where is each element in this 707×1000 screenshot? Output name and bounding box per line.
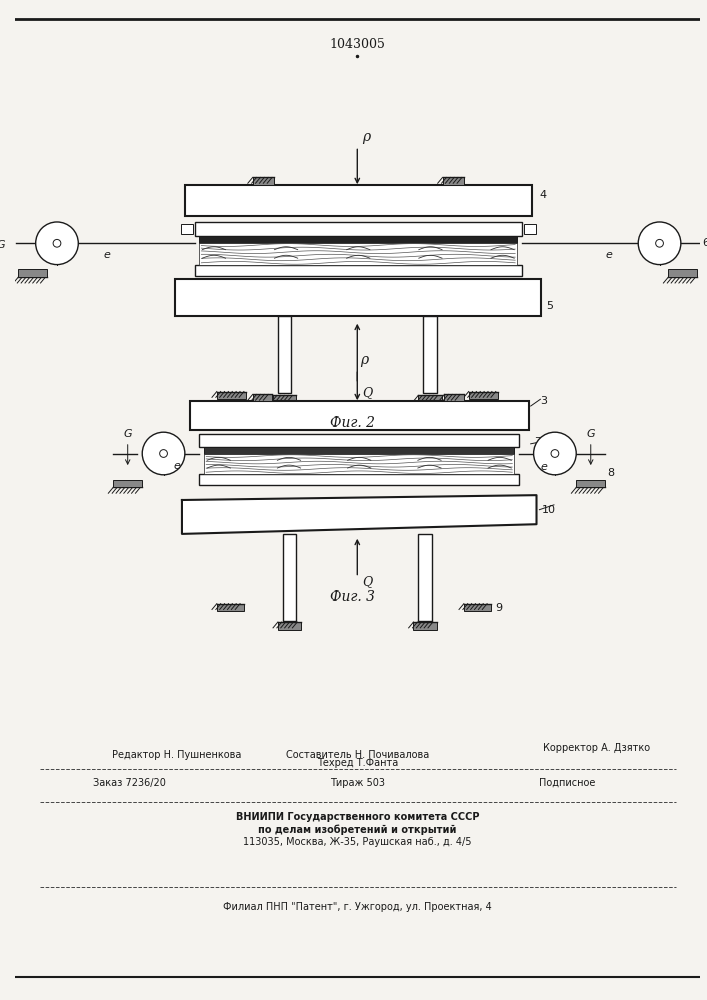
Bar: [113, 480, 142, 487]
Bar: [175, 279, 542, 316]
Text: G: G: [586, 429, 595, 439]
Text: 8: 8: [607, 468, 614, 478]
Text: Q: Q: [362, 386, 373, 399]
Bar: [423, 316, 437, 393]
Bar: [273, 395, 296, 403]
Circle shape: [35, 222, 78, 265]
Text: ρ: ρ: [362, 130, 370, 144]
Bar: [278, 622, 301, 630]
Text: Корректор А. Дзятко: Корректор А. Дзятко: [543, 743, 650, 753]
Polygon shape: [182, 495, 537, 534]
Circle shape: [142, 432, 185, 475]
Text: Редактор Н. Пушненкова: Редактор Н. Пушненкова: [112, 750, 242, 760]
Text: G: G: [124, 429, 132, 439]
Bar: [199, 243, 517, 265]
Bar: [217, 604, 244, 611]
Text: 113035, Москва, Ж-35, Раушская наб., д. 4/5: 113035, Москва, Ж-35, Раушская наб., д. …: [243, 837, 472, 847]
Text: 7: 7: [534, 437, 541, 447]
Bar: [469, 392, 498, 399]
Bar: [199, 474, 519, 485]
Bar: [181, 224, 192, 234]
Bar: [204, 454, 514, 474]
Text: Составитель Н. Почивалова: Составитель Н. Почивалова: [286, 750, 429, 760]
Text: e: e: [606, 250, 612, 260]
Text: 4: 4: [539, 190, 547, 200]
Bar: [18, 269, 47, 277]
Bar: [576, 480, 605, 487]
Bar: [419, 395, 442, 403]
Text: e: e: [104, 250, 111, 260]
Text: ρ: ρ: [360, 353, 368, 367]
Text: ВНИИПИ Государственного комитета СССР: ВНИИПИ Государственного комитета СССР: [235, 812, 479, 822]
Circle shape: [638, 222, 681, 265]
Text: 3: 3: [540, 396, 547, 406]
Text: Заказ 7236/20: Заказ 7236/20: [93, 778, 165, 788]
Text: G: G: [0, 240, 5, 250]
Text: 1043005: 1043005: [329, 38, 385, 51]
Bar: [217, 392, 246, 399]
Text: Фиг. 2: Фиг. 2: [330, 416, 375, 430]
Bar: [278, 316, 291, 393]
Bar: [199, 236, 517, 243]
Text: Тираж 503: Тираж 503: [329, 778, 385, 788]
Bar: [668, 269, 697, 277]
Bar: [464, 604, 491, 611]
Bar: [445, 394, 464, 401]
Text: 6: 6: [702, 238, 707, 248]
Text: Фиг. 3: Фиг. 3: [330, 590, 375, 604]
Bar: [414, 622, 437, 630]
Circle shape: [534, 432, 576, 475]
Bar: [443, 177, 464, 185]
Text: Q: Q: [362, 576, 373, 589]
Bar: [194, 222, 522, 236]
Bar: [189, 401, 529, 430]
Bar: [185, 185, 532, 216]
Bar: [194, 265, 522, 276]
Text: 9: 9: [495, 603, 502, 613]
Text: Филиал ПНП "Патент", г. Ужгород, ул. Проектная, 4: Филиал ПНП "Патент", г. Ужгород, ул. Про…: [223, 902, 491, 912]
Bar: [199, 434, 519, 447]
Text: 5: 5: [547, 301, 553, 311]
Bar: [252, 177, 274, 185]
Bar: [524, 224, 535, 234]
Text: e: e: [540, 462, 547, 472]
Bar: [283, 534, 296, 621]
Text: e: e: [173, 461, 180, 471]
Text: Подписное: Подписное: [539, 778, 596, 788]
Text: 10: 10: [542, 505, 556, 515]
Bar: [204, 447, 514, 454]
Text: Техред Т.Фанта: Техред Т.Фанта: [317, 758, 398, 768]
Text: по делам изобретений и открытий: по делам изобретений и открытий: [258, 824, 457, 835]
Bar: [252, 394, 272, 401]
Bar: [419, 534, 432, 621]
